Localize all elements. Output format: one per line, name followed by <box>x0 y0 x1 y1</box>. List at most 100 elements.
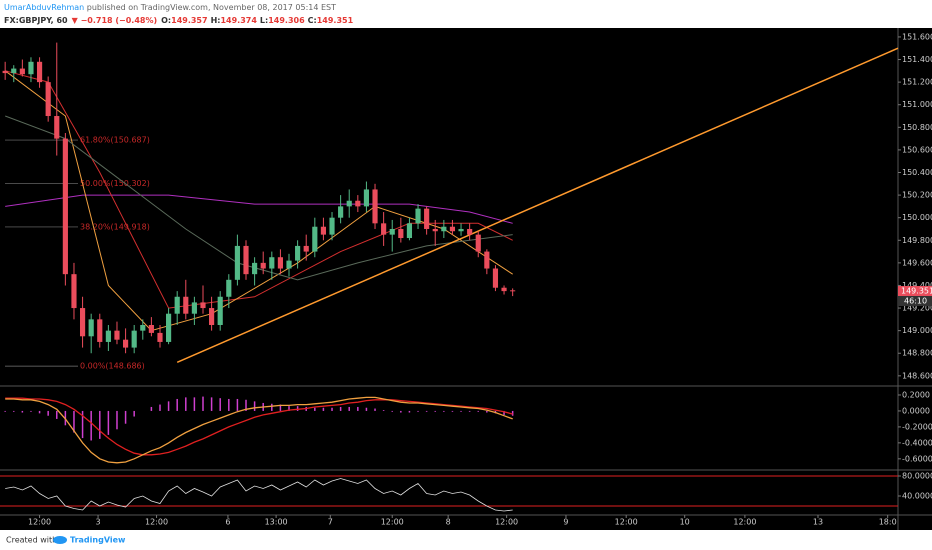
header-line: UmarAbduvRehman published on TradingView… <box>4 3 336 12</box>
x-tick-label: 12:00 <box>145 518 168 527</box>
candle-body <box>36 61 43 83</box>
y-tick-label: 151.400 <box>902 55 932 64</box>
candle-body <box>372 189 378 224</box>
x-tick-label: 8 <box>446 518 451 527</box>
footer-brand[interactable]: TradingView <box>70 536 126 545</box>
candle-body <box>54 116 60 139</box>
x-tick-label: 12:00 <box>381 518 404 527</box>
y-tick-label: 0.2000 <box>902 390 930 399</box>
chart-background <box>0 28 932 530</box>
candle-body <box>174 296 180 314</box>
candle-body <box>441 226 447 232</box>
candle-body <box>432 228 438 232</box>
candle-body <box>131 330 137 348</box>
candle-body <box>2 70 8 74</box>
candle-body <box>303 245 309 252</box>
y-tick-label: 149.200 <box>902 304 932 313</box>
candle-body <box>226 279 232 297</box>
fib-label: 61.80%(150.687) <box>80 136 150 145</box>
indicator-line <box>176 47 899 363</box>
y-tick-label: 148.600 <box>902 371 932 380</box>
candle-body <box>458 228 464 232</box>
h-label: H: <box>211 16 221 25</box>
candle-body <box>424 208 430 229</box>
author[interactable]: UmarAbduvRehman <box>4 3 84 12</box>
countdown-bg <box>898 295 932 306</box>
candle-body <box>338 206 344 218</box>
x-tick-label: 12:00 <box>615 518 638 527</box>
candle-body <box>140 325 146 331</box>
indicator-line <box>5 70 513 309</box>
change: ▼ −0.718 (−0.48%) <box>72 16 158 25</box>
candle-body <box>191 302 197 314</box>
x-tick-label: 18:0 <box>879 518 897 527</box>
y-tick-label: 149.600 <box>902 258 932 267</box>
y-tick-label: 150.400 <box>902 168 932 177</box>
candle-body <box>501 287 507 292</box>
macd-signal <box>5 397 513 456</box>
candle-body <box>475 234 481 252</box>
candle-body <box>484 251 490 269</box>
candle-body <box>79 308 86 337</box>
fib-label: 0.00%(148.686) <box>80 362 145 371</box>
y-tick-label: 148.800 <box>902 349 932 358</box>
y-tick-label: 149.000 <box>902 326 932 335</box>
x-tick-label: 6 <box>225 518 230 527</box>
x-tick-label: 12:00 <box>495 518 518 527</box>
y-tick-label: 149.800 <box>902 236 932 245</box>
candle-body <box>492 268 499 288</box>
fib-label: 50.00%(150.302) <box>80 179 150 188</box>
c-label: C: <box>308 16 317 25</box>
x-tick-label: 13:00 <box>265 518 288 527</box>
candle-body <box>381 223 387 235</box>
x-tick-label: 3 <box>96 518 101 527</box>
y-tick-label: 150.800 <box>902 123 932 132</box>
x-tick-label: 7 <box>328 518 333 527</box>
candle-body <box>166 313 172 342</box>
candle-body <box>97 319 103 342</box>
o: 149.357 <box>171 16 207 25</box>
candle-body <box>209 308 215 325</box>
y-tick-label: 150.600 <box>902 145 932 154</box>
countdown: 46:10 <box>904 296 927 305</box>
candle-body <box>45 82 51 117</box>
plot: 148.600 148.800 149.000 149.200 149.400 149.6… <box>0 32 932 527</box>
x-tick-label: 13 <box>813 518 823 527</box>
candle-body <box>260 262 266 269</box>
y-tick-label: -0.2000 <box>902 422 932 431</box>
published: published on TradingView.com, November 0… <box>84 3 336 12</box>
y-tick-label: 151.000 <box>902 100 932 109</box>
tv-logo <box>53 536 67 544</box>
candle-body <box>355 200 361 207</box>
candle-body <box>415 208 421 224</box>
o-label: O: <box>161 16 171 25</box>
x-tick-label: 10 <box>680 518 690 527</box>
y-tick-label: 151.600 <box>902 32 932 41</box>
candle-body <box>217 296 223 325</box>
price-tag <box>898 285 932 296</box>
macd-line <box>5 396 513 464</box>
candle-body <box>320 226 326 235</box>
candle-body <box>183 296 189 314</box>
footer-created: Created with <box>6 536 57 545</box>
candle-body <box>269 257 275 269</box>
x-tick-label: 12:00 <box>733 518 756 527</box>
x-tick-label: 9 <box>563 518 568 527</box>
candle-body <box>346 200 352 207</box>
symbol: FX:GBPJPY, 60 <box>4 16 68 25</box>
candle-body <box>88 319 94 337</box>
y-tick-label: -0.4000 <box>902 438 932 447</box>
candle-body <box>157 332 163 342</box>
symbol-line: FX:GBPJPY, 60 ▼ −0.718 (−0.48%) O:149.357 H… <box>4 16 354 25</box>
candle-body <box>467 228 473 235</box>
candle-body <box>62 138 68 275</box>
y-tick-label: 80.0000 <box>902 472 932 481</box>
candle-body <box>234 245 240 280</box>
candle-body <box>286 260 292 269</box>
candle-body <box>19 68 25 75</box>
axes: 148.600 148.800 149.000 149.200 149.400 149.6… <box>28 32 932 526</box>
y-tick-label: 151.200 <box>902 78 932 87</box>
y-tick-label: 149.400 <box>902 281 932 290</box>
candle-body <box>363 189 370 207</box>
